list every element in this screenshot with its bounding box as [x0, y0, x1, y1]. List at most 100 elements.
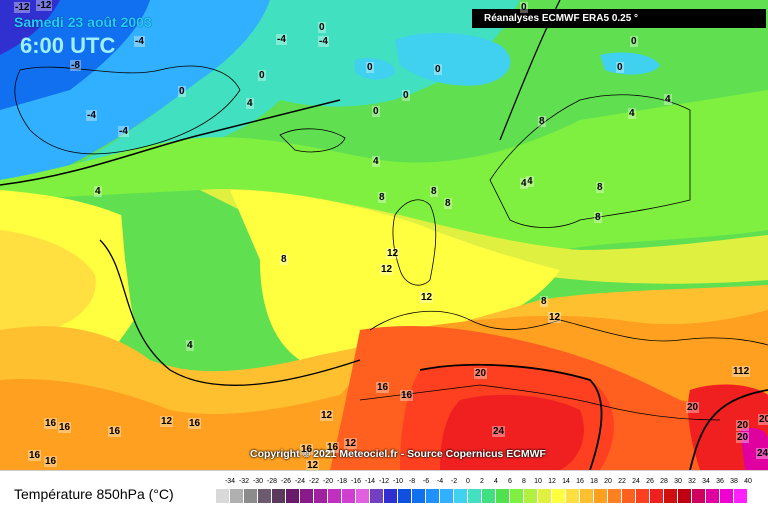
legend-tick-label: 32 [688, 478, 696, 485]
isotherm-value-label: 12 [320, 410, 334, 421]
isotherm-value-label: 16 [188, 418, 202, 429]
arctic-blob [395, 33, 511, 86]
isotherm-value-label: 4 [526, 176, 534, 187]
legend-tick-label: 10 [534, 478, 542, 485]
legend-tick-label: -24 [294, 478, 306, 485]
isotherm-value-label: 8 [596, 182, 604, 193]
isotherm-value-label: 8 [430, 186, 438, 197]
source-label: Réanalyses ECMWF ERA5 0.25 ° [472, 9, 766, 28]
isotherm-value-label: 0 [258, 70, 266, 81]
legend-tick-label: 8 [522, 478, 526, 485]
arctic-blob-3 [600, 52, 660, 75]
legend-swatch [230, 489, 244, 503]
hottest-zone [440, 394, 584, 470]
legend-tick-label: -10 [392, 478, 404, 485]
legend-swatch [552, 489, 566, 503]
isotherm-value-label: 12 [306, 460, 320, 471]
legend-tick-label: 26 [646, 478, 654, 485]
legend-tick-label: 4 [494, 478, 498, 485]
arctic-blob-2 [355, 58, 395, 80]
legend-tick-label: 36 [716, 478, 724, 485]
contour-line [689, 389, 768, 470]
isotherm-value-label: 0 [178, 86, 186, 97]
isotherm-value-label: 4 [186, 340, 194, 351]
legend-swatch [454, 489, 468, 503]
legend-swatch [286, 489, 300, 503]
legend-swatch [510, 489, 524, 503]
legend-swatch [468, 489, 482, 503]
isotherm-value-label: 0 [318, 22, 326, 33]
legend-swatch [356, 489, 370, 503]
legend-tick-label: -14 [364, 478, 376, 485]
isotherm-value-label: 12 [380, 264, 394, 275]
green-tongue [120, 196, 244, 360]
legend-swatch [636, 489, 650, 503]
legend-tick-label: -32 [238, 478, 250, 485]
legend-swatch [496, 489, 510, 503]
isotherm-value-label: 4 [628, 108, 636, 119]
isotherm-value-label: 4 [664, 94, 672, 105]
legend-swatch [370, 489, 384, 503]
legend-swatch [650, 489, 664, 503]
extreme-east [740, 428, 768, 470]
legend-tick-label: 38 [730, 478, 738, 485]
legend-tick-label: -30 [252, 478, 264, 485]
yellow-west-2 [0, 230, 96, 335]
contour-line [419, 363, 603, 470]
contour-line [0, 99, 341, 186]
isotherm-value-label: -8 [70, 60, 81, 71]
isotherm-value-label: -4 [86, 110, 97, 121]
legend-swatch [720, 489, 734, 503]
legend-swatch [244, 489, 258, 503]
legend-tick-label: -16 [350, 478, 362, 485]
isotherm-value-label: 16 [108, 426, 122, 437]
green-band [0, 90, 768, 250]
legend-tick-label: -22 [308, 478, 320, 485]
legend-swatch [272, 489, 286, 503]
copyright-text: Copyright © 2021 Meteociel.fr - Source C… [250, 448, 546, 460]
legend-tick-label: 6 [508, 478, 512, 485]
isotherm-value-label: 16 [326, 442, 340, 453]
legend-swatch [342, 489, 356, 503]
map-date: Samedi 23 août 2003 [14, 14, 152, 30]
coastline-africa [359, 384, 721, 421]
legend-tick-label: 34 [702, 478, 710, 485]
legend-tick-label: 30 [674, 478, 682, 485]
legend-swatch [300, 489, 314, 503]
isotherm-value-label: 20 [686, 402, 700, 413]
legend-tick-label: -34 [224, 478, 236, 485]
legend-tick-label: -8 [408, 478, 416, 485]
legend-color-bar [216, 489, 748, 503]
legend-swatch [426, 489, 440, 503]
coastline-iceland [279, 128, 346, 153]
isotherm-value-label: -4 [118, 126, 129, 137]
legend-swatch [538, 489, 552, 503]
isotherm-value-label: 0 [434, 64, 442, 75]
isotherm-value-label: 0 [372, 106, 380, 117]
legend-swatch [440, 489, 454, 503]
isotherm-value-label: 8 [378, 192, 386, 203]
legend-swatch [706, 489, 720, 503]
legend-swatch [580, 489, 594, 503]
legend-swatch [258, 489, 272, 503]
legend-swatch [566, 489, 580, 503]
isotherm-value-label: 16 [44, 418, 58, 429]
coastline-scandinavia [489, 94, 691, 228]
legend-tick-label: 22 [618, 478, 626, 485]
isotherm-value-label: 8 [444, 198, 452, 209]
map-time: 6:00 UTC [20, 33, 116, 58]
isotherm-value-label: 8 [538, 116, 546, 127]
isotherm-value-label: -12 [36, 0, 53, 11]
legend-swatch [734, 489, 748, 503]
coldest-zone [0, 0, 60, 55]
legend-swatch [314, 489, 328, 503]
legend-tick-label: -2 [450, 478, 458, 485]
isotherm-value-label: 12 [386, 248, 400, 259]
legend-swatch [398, 489, 412, 503]
legend-ticks: -34 -32 -30 -28 -26 -24 -22 -20 -18 -16 -14 -12 -10-… [214, 478, 752, 488]
coastline-greenland [14, 65, 241, 155]
isotherm-value-label: -12 [14, 2, 31, 13]
legend-swatch [412, 489, 426, 503]
isotherm-value-label: -4 [318, 36, 329, 47]
isotherm-value-label: 12 [420, 292, 434, 303]
